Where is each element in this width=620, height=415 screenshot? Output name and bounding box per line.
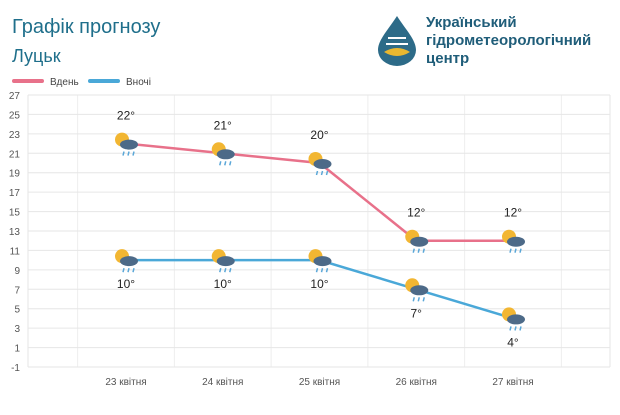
page-title: Графік прогнозу bbox=[12, 16, 161, 38]
cloud bbox=[216, 149, 235, 160]
y-tick-label: 19 bbox=[9, 169, 21, 180]
y-tick-label: 7 bbox=[14, 285, 20, 296]
y-tick-label: 5 bbox=[14, 305, 20, 316]
legend-label: Вночі bbox=[126, 77, 151, 88]
value-label: 10° bbox=[310, 277, 328, 291]
y-tick-label: 11 bbox=[10, 246, 21, 257]
value-label: 22° bbox=[117, 109, 135, 123]
logo-text: Український гідрометеорологічний центр bbox=[426, 14, 591, 68]
x-tick-label: 25 квітня bbox=[299, 377, 340, 388]
cloud bbox=[216, 256, 235, 267]
y-tick-label: 25 bbox=[9, 110, 21, 121]
rain bbox=[315, 170, 329, 176]
x-tick-label: 27 квітня bbox=[492, 377, 533, 388]
logo-line: гідрометеорологічний bbox=[426, 32, 592, 49]
value-label: 10° bbox=[214, 277, 232, 291]
value-label: 4° bbox=[507, 335, 519, 349]
y-tick-label: 9 bbox=[14, 266, 20, 277]
rain bbox=[122, 151, 135, 156]
rain bbox=[219, 161, 232, 166]
weather-icon bbox=[211, 142, 235, 166]
x-tick-label: 26 квітня bbox=[396, 377, 437, 388]
y-tick-label: 1 bbox=[14, 344, 20, 355]
cloud bbox=[410, 236, 429, 247]
legend-swatch bbox=[12, 79, 44, 83]
weather-icon bbox=[308, 249, 332, 273]
value-label: 20° bbox=[310, 128, 328, 142]
weather-icon bbox=[502, 307, 525, 331]
rain bbox=[509, 326, 522, 331]
rain bbox=[412, 297, 425, 302]
y-tick-label: -1 bbox=[11, 363, 20, 374]
rain bbox=[219, 267, 232, 273]
city-name: Луцьк bbox=[12, 46, 61, 66]
y-tick-label: 23 bbox=[9, 130, 21, 141]
logo-line: Український bbox=[426, 14, 517, 31]
x-tick-label: 23 квітня bbox=[105, 377, 146, 388]
cloud bbox=[313, 256, 332, 267]
y-tick-label: 15 bbox=[9, 208, 21, 219]
cloud bbox=[120, 256, 138, 267]
cloud bbox=[507, 236, 525, 247]
value-label: 12° bbox=[407, 206, 425, 220]
rain bbox=[122, 267, 135, 273]
value-label: 21° bbox=[214, 118, 232, 132]
rain bbox=[412, 248, 425, 253]
logo-line: центр bbox=[426, 50, 470, 67]
value-label: 7° bbox=[411, 306, 423, 320]
y-tick-label: 17 bbox=[9, 188, 21, 199]
cloud bbox=[410, 285, 429, 296]
x-tick-label: 24 квітня bbox=[202, 377, 243, 388]
y-tick-label: 21 bbox=[9, 149, 21, 160]
weather-icon bbox=[502, 229, 525, 253]
y-tick-label: 3 bbox=[14, 324, 20, 335]
cloud bbox=[507, 314, 525, 325]
value-label: 12° bbox=[504, 206, 522, 220]
logo-icon bbox=[378, 16, 416, 66]
y-tick-label: 13 bbox=[9, 227, 21, 238]
weather-icon bbox=[405, 278, 429, 302]
legend-label: Вдень bbox=[50, 77, 79, 88]
rain bbox=[509, 248, 522, 253]
weather-icon bbox=[115, 132, 138, 156]
weather-icon bbox=[405, 229, 429, 253]
value-label: 10° bbox=[117, 277, 135, 291]
cloud bbox=[120, 139, 138, 150]
legend-swatch bbox=[88, 79, 120, 83]
y-tick-label: 27 bbox=[9, 91, 21, 102]
cloud bbox=[313, 159, 332, 169]
rain bbox=[315, 267, 329, 273]
weather-icon bbox=[115, 249, 138, 273]
weather-icon bbox=[308, 152, 332, 176]
weather-icon bbox=[211, 249, 235, 273]
